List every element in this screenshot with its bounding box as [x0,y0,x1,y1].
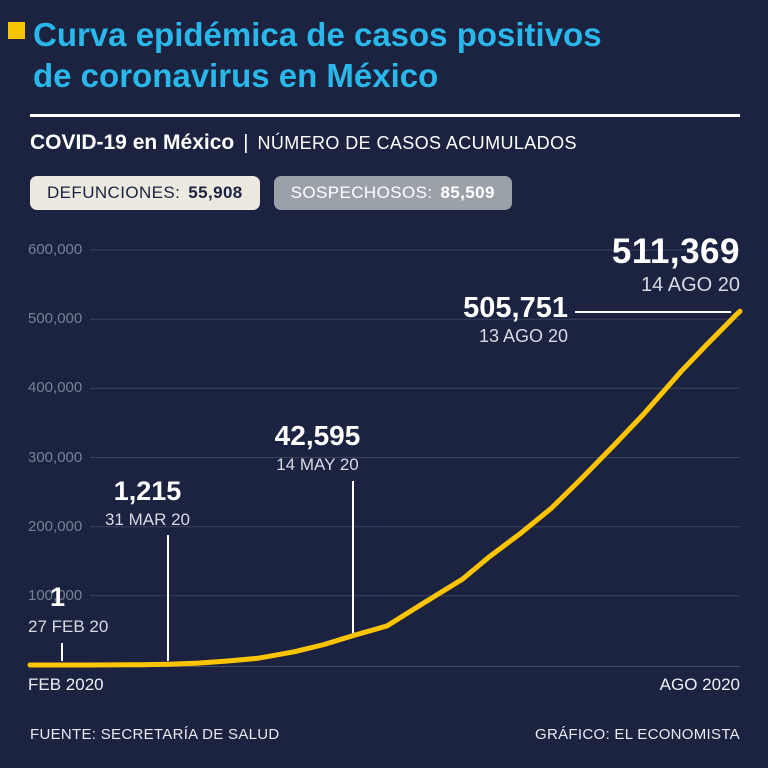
annotation-may14-marker-line [352,481,354,633]
subheader-separator: | [243,132,249,154]
y-axis-tick-label: 600,000 [28,240,91,260]
stat-badges: DEFUNCIONES: 55,908 SOSPECHOSOS: 85,509 [30,176,512,210]
annotation-aug14-value: 511,369 [611,232,740,271]
source-credit: FUENTE: SECRETARÍA DE SALUD [30,726,280,743]
annotation-may14-date: 14 MAY 20 [276,455,359,474]
epidemic-curve-chart: 1 27 FEB 20 1,215 31 MAR 20 42,595 14 MA… [0,225,768,700]
y-axis-tick-label: 100,000 [28,585,91,606]
y-axis-tick-label: 200,000 [28,516,91,537]
badge-sospechosos-label: SOSPECHOSOS: [290,183,433,202]
annotation-aug13-date: 13 AGO 20 [478,326,568,346]
y-axis-tick-label: 300,000 [28,447,91,468]
badge-sospechosos-value: 85,509 [440,183,495,202]
x-axis-label-start: FEB 2020 [28,675,104,694]
chart-subheader-title: COVID-19 en México [30,131,235,154]
annotation-may14-value: 42,595 [274,420,361,451]
annotation-mar31-date: 31 MAR 20 [104,510,191,529]
annotation-aug14-date: 14 AGO 20 [641,274,740,296]
badge-defunciones-value: 55,908 [188,183,243,202]
annotation-aug13-marker-line [575,311,731,313]
x-axis-label-end: AGO 2020 [659,675,740,694]
badge-sospechosos: SOSPECHOSOS: 85,509 [273,176,512,210]
header-divider [30,114,740,117]
page-title-line1: Curva epidémica de casos positivos [33,16,602,53]
epidemic-curve-svg [27,249,743,668]
annotation-aug13-value: 505,751 [463,292,568,324]
annotation-feb27-date: 27 FEB 20 [28,617,109,636]
page-title: Curva epidémica de casos positivos de co… [33,14,602,96]
annotation-feb27-marker-line [61,643,63,661]
annotation-mar31-value: 1,215 [113,476,182,506]
annotation-feb27-value: 1 [50,582,66,612]
chart-subheader-subtitle: NÚMERO DE CASOS ACUMULADOS [257,133,577,153]
y-axis-tick-label: 400,000 [28,378,91,399]
accent-square [8,22,25,39]
y-axis-tick-label: 500,000 [28,309,91,330]
cases-curve [27,308,743,668]
graphic-credit: GRÁFICO: EL ECONOMISTA [535,726,740,743]
badge-defunciones: DEFUNCIONES: 55,908 [30,176,260,210]
chart-subheader: COVID-19 en México | NÚMERO DE CASOS ACU… [30,131,577,155]
page-title-line2: de coronavirus en México [33,57,439,94]
badge-defunciones-label: DEFUNCIONES: [47,183,181,202]
annotation-mar31-marker-line [167,535,169,661]
